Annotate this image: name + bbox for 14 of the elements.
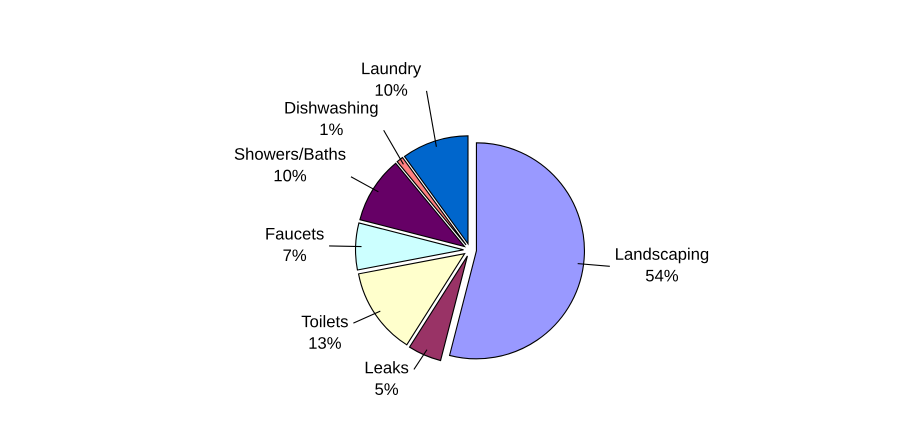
slice-label: Dishwashing <box>285 101 378 117</box>
slice-label: Leaks <box>366 361 408 374</box>
data-label: 10% <box>376 84 408 96</box>
slice-label: Faucets <box>266 228 324 240</box>
slice-label: Toilets <box>302 315 348 328</box>
slice-label: Landscaping <box>616 248 708 264</box>
data-label: 54% <box>646 270 678 282</box>
data-label: 10% <box>274 170 306 182</box>
data-label: 1% <box>320 123 343 136</box>
data-label: 13% <box>309 337 341 349</box>
data-label: 5% <box>375 383 398 396</box>
slice-label: Laundry <box>362 62 422 78</box>
slice-label: Showers/Baths <box>234 148 346 160</box>
data-label: 7% <box>283 249 306 262</box>
